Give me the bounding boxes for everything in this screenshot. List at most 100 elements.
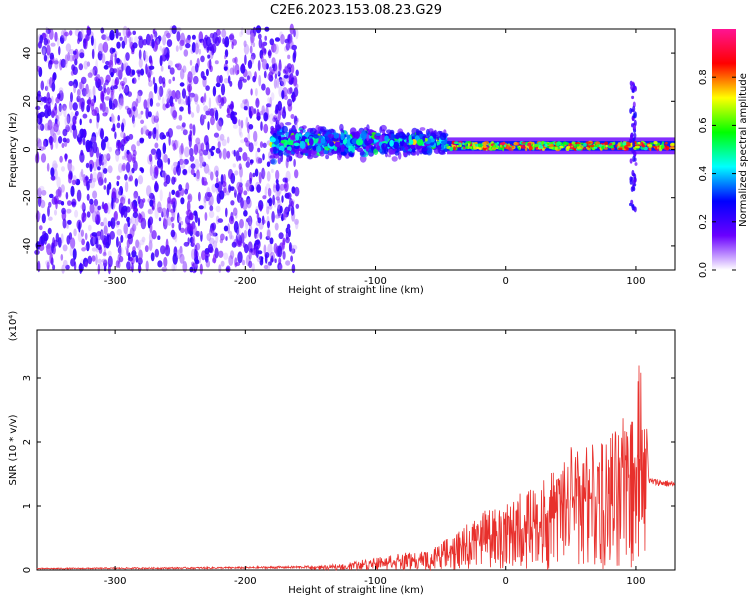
noise-cell: [212, 257, 217, 264]
signal-cell: [301, 125, 307, 129]
noise-cell: [118, 246, 124, 257]
line-cell: [586, 145, 591, 148]
noise-cell: [220, 97, 225, 107]
noise-cell: [75, 110, 79, 116]
noise-cell: [239, 31, 243, 38]
noise-cell: [271, 43, 277, 53]
noise-cell: [178, 98, 185, 105]
spike-cell: [629, 158, 633, 164]
noise-cell: [100, 230, 105, 242]
noise-cell: [200, 142, 205, 152]
line-cell: [566, 145, 571, 149]
noise-cell: [70, 92, 73, 103]
noise-cell: [64, 115, 70, 128]
noise-cell: [267, 73, 271, 81]
noise-cell: [102, 41, 109, 53]
signal-cell: [433, 134, 438, 139]
noise-cell: [262, 170, 266, 177]
noise-cell: [69, 49, 75, 55]
line-cell: [670, 142, 675, 147]
noise-cell: [179, 158, 184, 166]
noise-cell: [215, 95, 221, 104]
noise-cell: [283, 95, 288, 100]
noise-cell: [219, 190, 225, 200]
noise-cell: [85, 162, 90, 169]
noise-cell: [133, 193, 137, 200]
signal-cell: [273, 146, 277, 154]
noise-cell: [111, 187, 117, 199]
noise-cell: [92, 177, 96, 183]
noise-cell: [92, 85, 96, 98]
noise-cell: [86, 211, 91, 218]
noise-cell: [137, 89, 143, 97]
noise-cell: [86, 25, 90, 35]
noise-cell: [268, 197, 273, 207]
line-cell: [548, 143, 554, 148]
noise-cell: [200, 96, 205, 103]
noise-cell: [277, 245, 283, 258]
noise-cell: [123, 132, 126, 144]
noise-cell: [85, 175, 89, 187]
line-cell: [564, 142, 570, 145]
signal-cell: [336, 147, 341, 156]
noise-cell: [87, 224, 92, 232]
line-cell: [617, 147, 623, 150]
noise-cell: [96, 112, 100, 123]
noise-cell: [249, 159, 254, 164]
noise-cell: [226, 136, 230, 144]
noise-cell: [85, 88, 91, 98]
noise-cell: [120, 144, 125, 152]
noise-cell: [138, 37, 144, 49]
noise-cell: [163, 215, 168, 226]
snr-line: [36, 365, 676, 572]
noise-cell: [168, 90, 173, 96]
noise-cell: [104, 96, 110, 101]
noise-cell: [137, 241, 141, 251]
line-cell: [465, 145, 469, 149]
noise-cell: [275, 196, 280, 201]
noise-cell: [91, 48, 95, 60]
line-cell: [649, 144, 652, 148]
noise-cell: [232, 124, 238, 129]
noise-cell: [147, 208, 153, 215]
line-cell: [649, 142, 654, 145]
noise-cell: [127, 218, 131, 228]
noise-cell: [87, 255, 93, 265]
noise-cell: [241, 63, 245, 71]
noise-cell: [216, 75, 221, 84]
noise-cell: [95, 254, 98, 266]
noise-cell: [208, 200, 212, 206]
noise-cell: [84, 261, 89, 268]
y-tick-label: 3: [22, 375, 33, 381]
noise-cell: [165, 103, 171, 109]
noise-cell: [251, 185, 255, 192]
line-cell: [649, 147, 652, 152]
signal-cell: [309, 127, 317, 135]
noise-cell: [286, 192, 292, 200]
line-cell: [464, 142, 467, 146]
noise-cell: [53, 60, 59, 65]
noise-cell: [45, 260, 51, 266]
noise-cell: [290, 255, 293, 262]
noise-cell: [282, 251, 286, 260]
noise-cell: [86, 61, 91, 67]
noise-cell: [147, 208, 152, 214]
noise-cell: [125, 162, 131, 173]
noise-cell: [190, 168, 195, 176]
noise-cell: [258, 221, 264, 230]
noise-cell: [267, 261, 272, 266]
noise-cell: [40, 80, 45, 91]
noise-cell: [201, 156, 205, 165]
noise-cell: [226, 190, 230, 196]
noise-cell: [206, 233, 212, 242]
noise-cell: [179, 43, 183, 51]
noise-cell: [119, 245, 122, 257]
noise-cell: [209, 65, 213, 73]
noise-cell: [274, 37, 281, 42]
noise-cell: [114, 131, 117, 140]
noise-cell: [80, 28, 84, 39]
noise-cell: [295, 220, 299, 230]
noise-cell: [295, 120, 298, 130]
noise-cell: [242, 99, 248, 104]
noise-cell: [97, 244, 102, 251]
